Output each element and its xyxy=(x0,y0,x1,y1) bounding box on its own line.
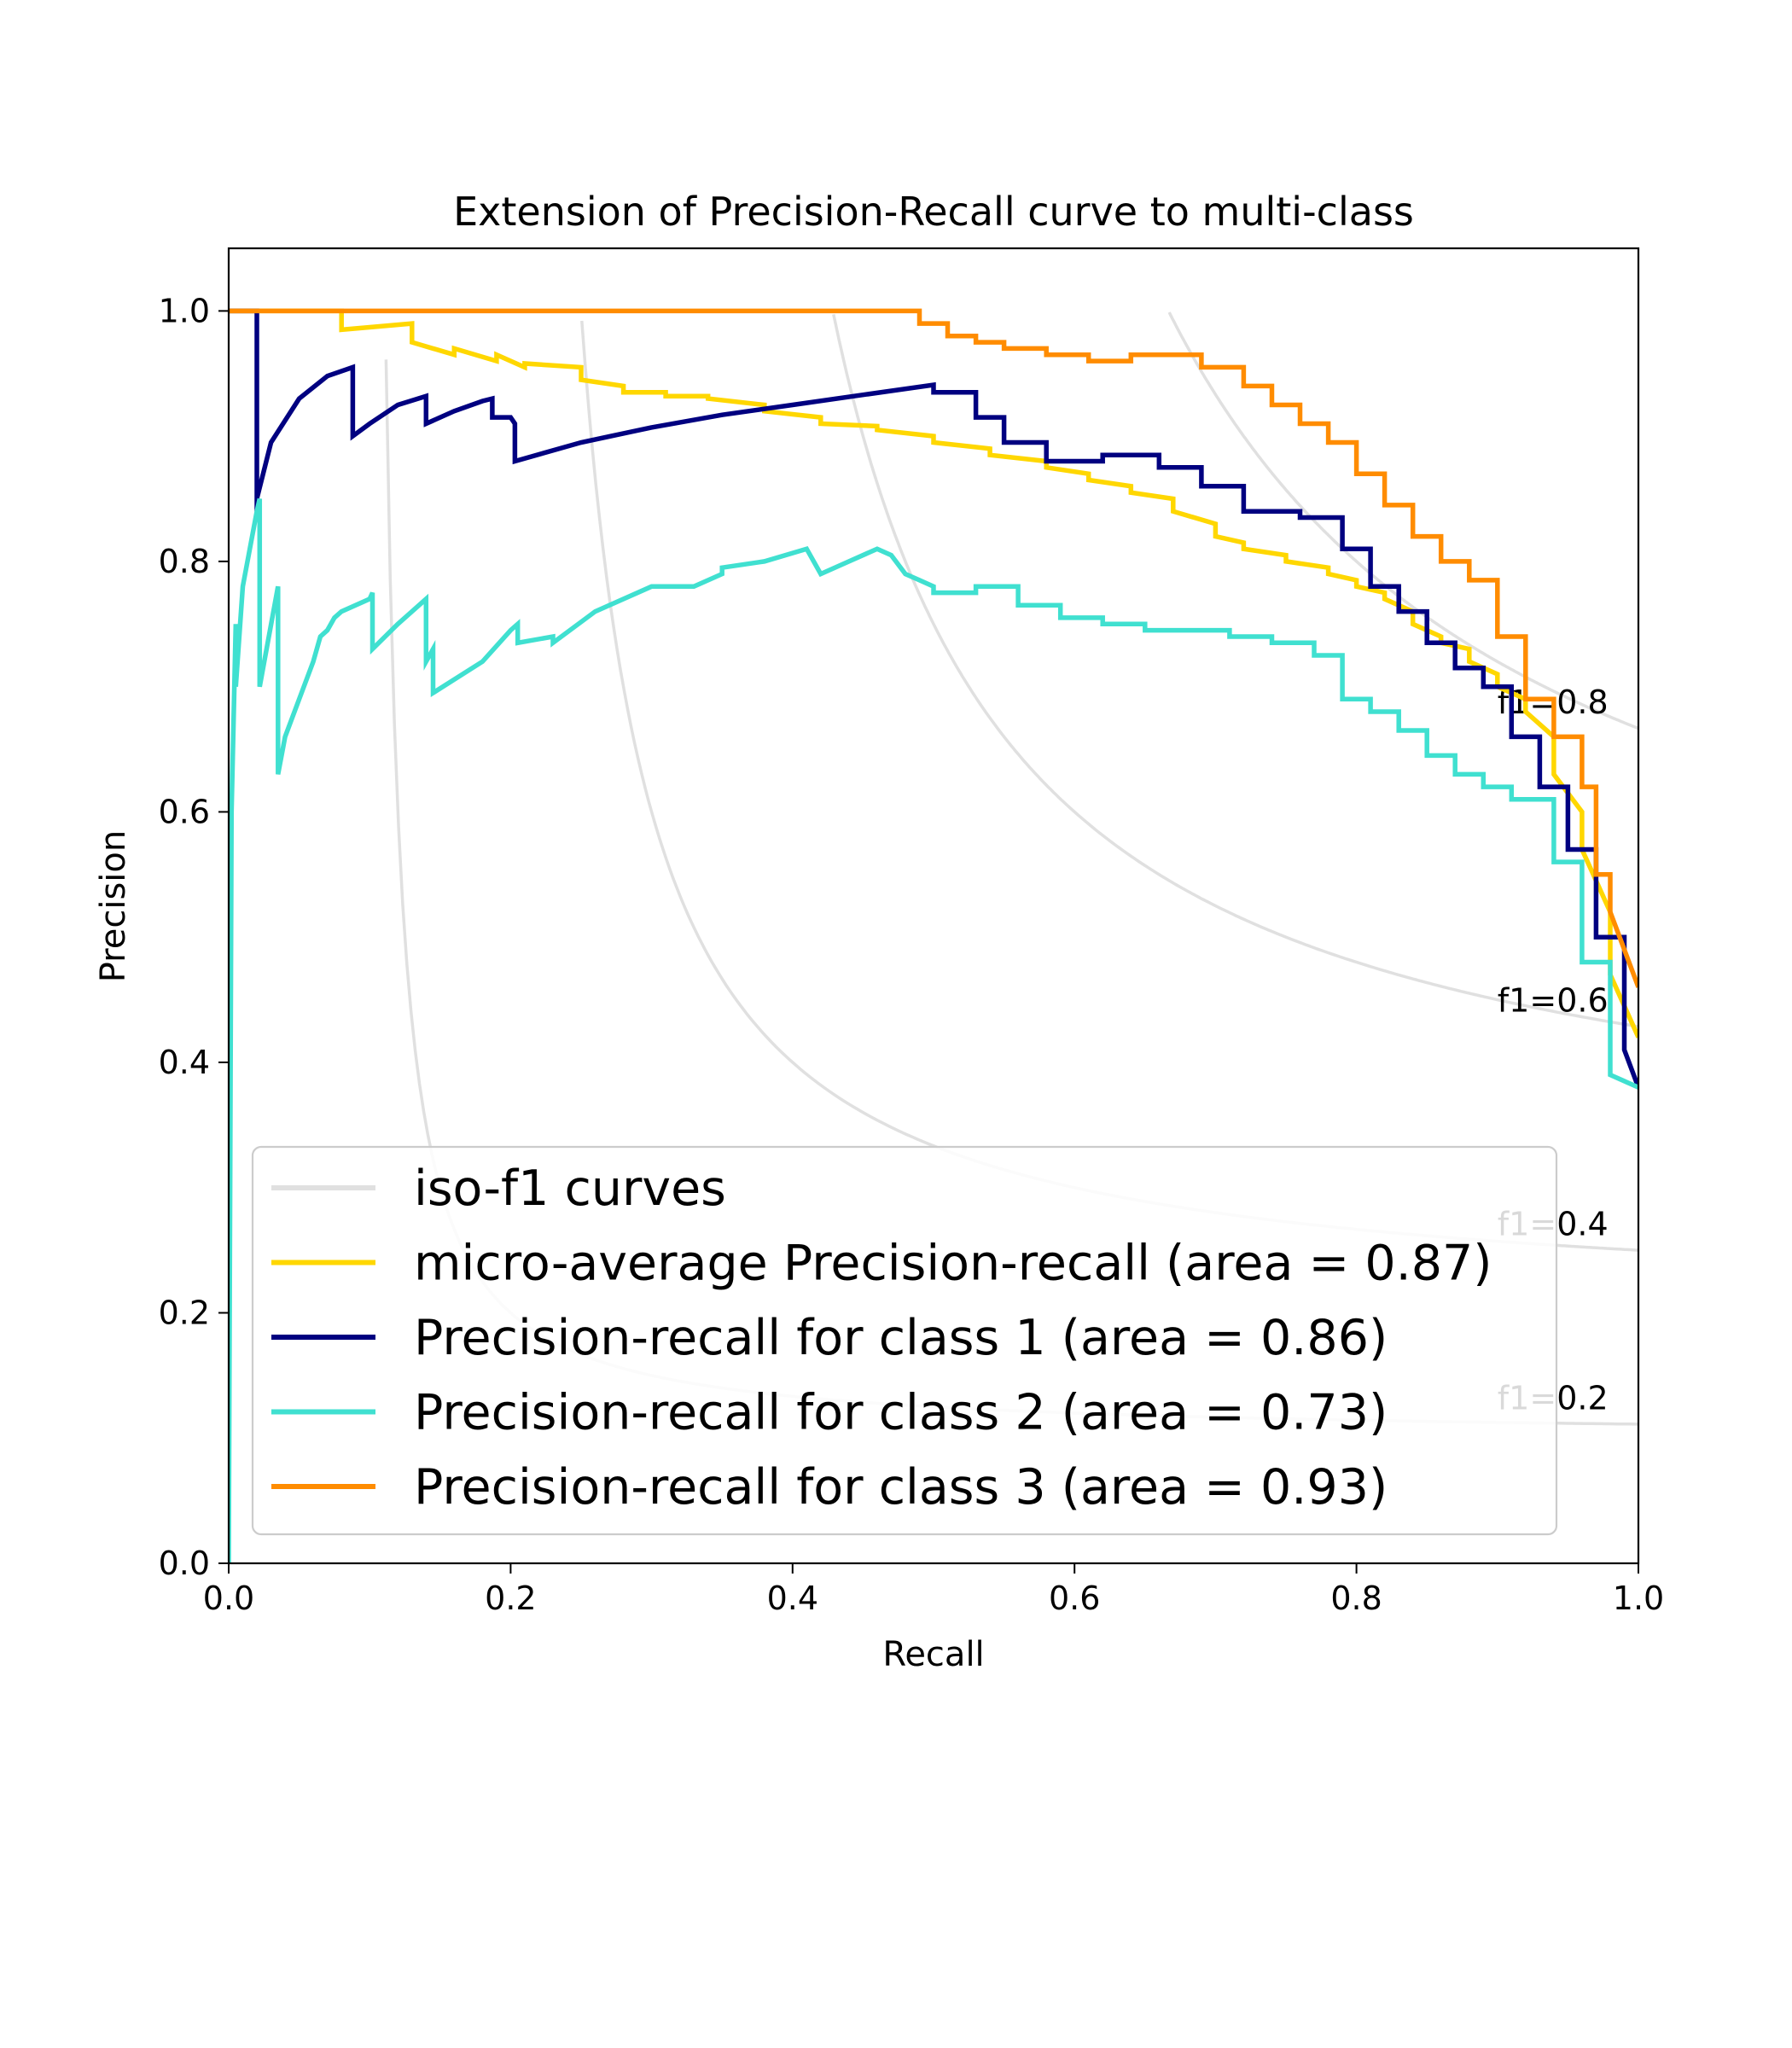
iso-f1-label: f1=0.6 xyxy=(1498,982,1609,1020)
y-axis-label: Precision xyxy=(94,830,133,982)
x-axis-label: Recall xyxy=(882,1635,984,1674)
x-tick-label: 1.0 xyxy=(1613,1580,1664,1617)
legend-box xyxy=(251,1145,1558,1536)
legend-label: Precision-recall for class 1 (area = 0.8… xyxy=(414,1310,1388,1366)
series-line xyxy=(229,308,1638,1039)
legend-label: Precision-recall for class 3 (area = 0.9… xyxy=(414,1459,1388,1516)
x-tick-label: 0.2 xyxy=(485,1580,536,1617)
legend-label: iso-f1 curves xyxy=(414,1161,726,1217)
legend: iso-f1 curves micro-average Precision-rec… xyxy=(251,1145,1558,1536)
y-tick-label: 0.4 xyxy=(159,1044,210,1081)
y-tick-label: 0.2 xyxy=(159,1294,210,1331)
series-line xyxy=(229,497,1638,1563)
y-tick-label: 0.8 xyxy=(159,543,210,580)
series-line xyxy=(229,308,1638,988)
x-tick-label: 0.6 xyxy=(1049,1580,1100,1617)
y-tick-label: 1.0 xyxy=(159,292,210,329)
series-line xyxy=(229,308,1638,1089)
legend-label: micro-average Precision-recall (area = 0… xyxy=(414,1236,1492,1292)
chart-title: Extension of Precision-Recall curve to m… xyxy=(453,189,1414,235)
axis-ticks: 0.0 0.2 0.4 0.6 0.8 1.0 0.0 0.2 0.4 0.6 0.8 1.0 xyxy=(159,292,1665,1617)
series-lines xyxy=(229,308,1638,1563)
iso-f1-curve xyxy=(832,314,1638,1028)
plot-area-frame xyxy=(227,247,1640,1565)
y-tick-label: 0.0 xyxy=(159,1545,210,1582)
x-tick-label: 0.0 xyxy=(203,1580,254,1617)
y-tick-label: 0.6 xyxy=(159,793,210,830)
legend-label: Precision-recall for class 2 (area = 0.7… xyxy=(414,1385,1388,1441)
x-tick-label: 0.8 xyxy=(1330,1580,1382,1617)
iso-f1-curve xyxy=(1167,311,1638,730)
x-tick-label: 0.4 xyxy=(767,1580,818,1617)
